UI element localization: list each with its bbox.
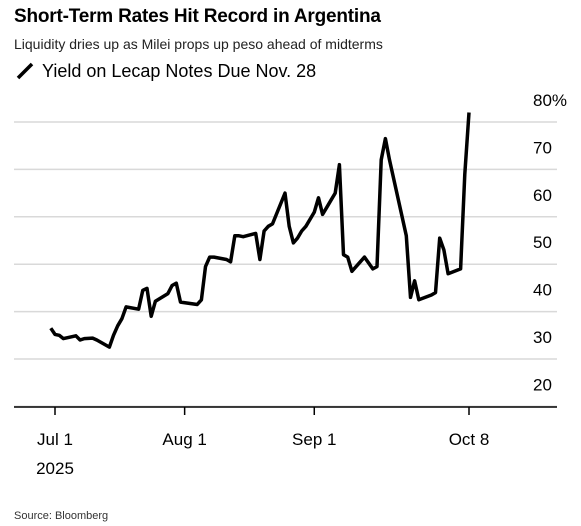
y-tick-label: 70 [533, 138, 552, 157]
y-tick-label: 20 [533, 375, 552, 394]
series-line [49, 112, 471, 349]
x-tick-year-label: 2025 [36, 459, 74, 478]
x-tick-label: Oct 8 [449, 430, 490, 449]
source-note: Source: Bloomberg [14, 510, 109, 522]
y-tick-label: 60 [533, 186, 552, 205]
x-tick-label: Aug 1 [162, 430, 206, 449]
y-axis-labels: 20 30 40 50 60 70 80% [533, 91, 567, 394]
y-tick-label: 50 [533, 233, 552, 252]
legend: Yield on Lecap Notes Due Nov. 28 [14, 60, 316, 82]
gridlines [14, 121, 557, 408]
series-group [49, 112, 471, 349]
y-tick-label: 80% [533, 91, 567, 110]
legend-line-icon [16, 62, 34, 80]
chart-subtitle: Liquidity dries up as Milei props up pes… [14, 36, 383, 52]
y-tick-label: 40 [533, 281, 552, 300]
legend-label: Yield on Lecap Notes Due Nov. 28 [42, 60, 317, 81]
x-tick-label: Sep 1 [292, 430, 336, 449]
chart-title: Short-Term Rates Hit Record in Argentina [14, 6, 381, 27]
y-tick-label: 30 [533, 328, 552, 347]
x-axis: Jul 1 2025 Aug 1 Sep 1 Oct 8 [14, 406, 557, 478]
x-tick-label: Jul 1 [37, 430, 73, 449]
